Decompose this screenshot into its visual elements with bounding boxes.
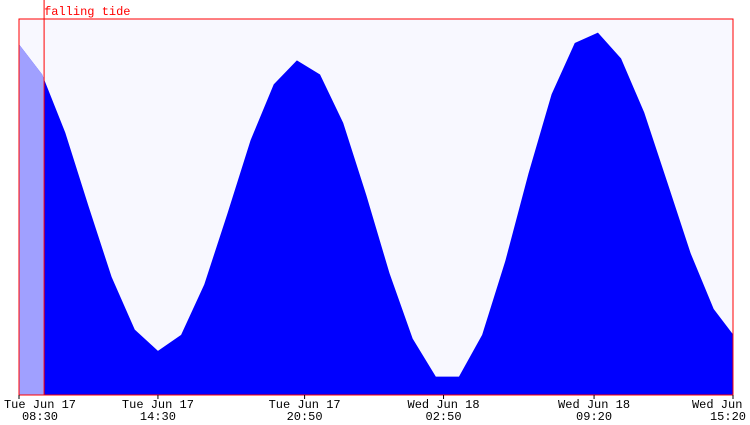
now-label: falling tide [44, 5, 130, 19]
tide-area [19, 32, 733, 395]
x-tick-label: 15:20 [710, 410, 746, 424]
x-tick-label: 02:50 [426, 410, 462, 424]
x-tick-label: Wed Jun 18 [692, 398, 750, 412]
x-tick-label: 20:50 [287, 410, 323, 424]
x-tick-label: Wed Jun 18 [408, 398, 480, 412]
x-tick-label: Tue Jun 17 [269, 398, 341, 412]
x-tick-label: Tue Jun 17 [4, 398, 76, 412]
past-tide-area [19, 44, 45, 395]
x-tick-label: 14:30 [140, 410, 176, 424]
x-tick-label: Tue Jun 17 [122, 398, 194, 412]
x-tick-label: 08:30 [22, 410, 58, 424]
x-tick-label: 09:20 [576, 410, 612, 424]
x-tick-label: Wed Jun 18 [558, 398, 630, 412]
plot-border [18, 18, 734, 396]
